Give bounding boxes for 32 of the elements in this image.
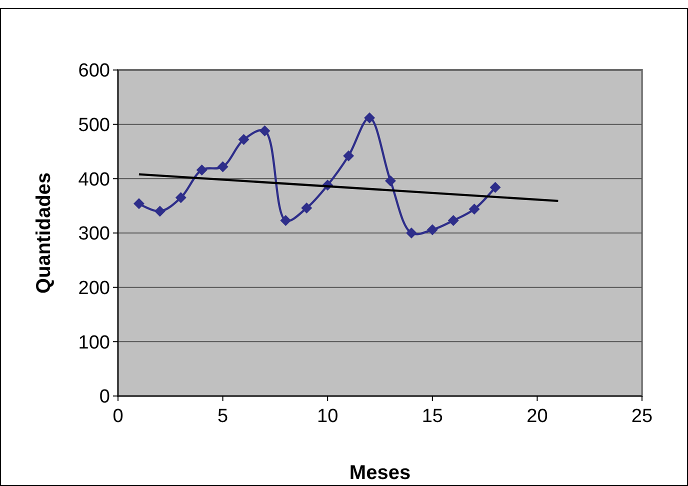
- y-tick-label: 100: [78, 332, 110, 354]
- x-tick-label: 5: [218, 406, 228, 427]
- point: [448, 215, 459, 226]
- point: [280, 215, 292, 226]
- point: [384, 175, 396, 186]
- point: [364, 112, 376, 124]
- point: [301, 202, 312, 214]
- point: [343, 150, 354, 162]
- point: [238, 134, 250, 146]
- x-tick-label: 10: [317, 406, 338, 427]
- x-tick-label: 20: [526, 406, 548, 427]
- point: [468, 204, 480, 215]
- point: [426, 224, 438, 236]
- point: [259, 125, 270, 136]
- y-tick-label: 600: [78, 60, 110, 82]
- point: [154, 206, 166, 217]
- x-tick-label: 25: [631, 406, 653, 427]
- point: [217, 161, 228, 172]
- point: [406, 228, 417, 238]
- x-axis-title: Meses: [349, 462, 411, 484]
- point: [175, 192, 186, 204]
- x-tick-label: 15: [422, 406, 443, 427]
- y-tick-label: 200: [78, 278, 110, 299]
- point: [196, 164, 208, 176]
- point: [490, 182, 501, 193]
- y-tick-label: 300: [78, 224, 110, 245]
- point: [133, 198, 144, 210]
- x-tick-label: 0: [112, 406, 124, 427]
- y-tick-label: 500: [78, 114, 110, 136]
- y-tick-label: 0: [99, 386, 110, 408]
- y-axis-title: Quantidades: [33, 172, 55, 294]
- y-tick-label: 400: [78, 169, 110, 190]
